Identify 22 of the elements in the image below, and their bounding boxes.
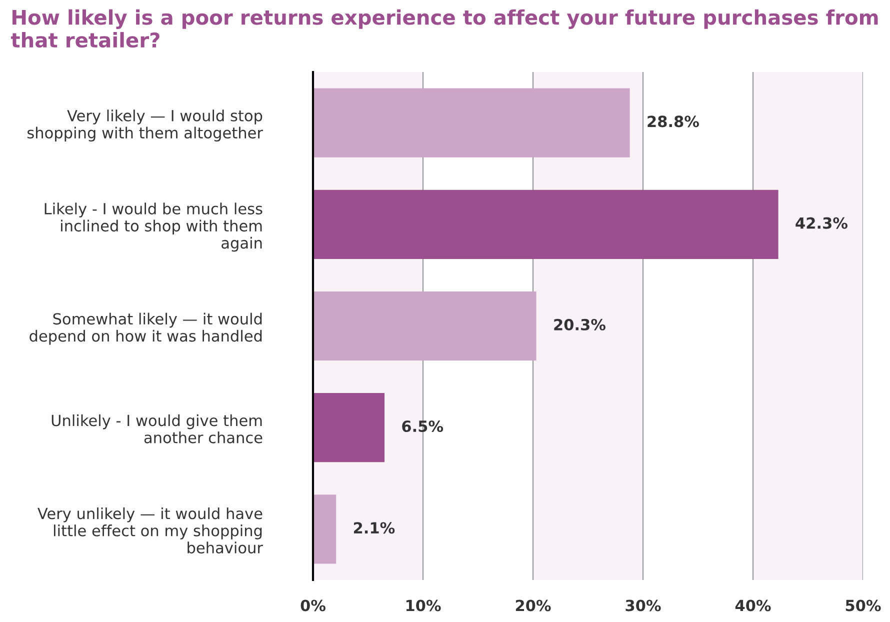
y-tick-label: Very unlikely — it would have little effect on my shopping behaviour <box>38 507 263 554</box>
chart-title: How likely is a poor returns experience to affect your future purchases from that retailer? <box>10 9 878 48</box>
y-tick-label: Very likely — I would stop shopping with them altogether <box>27 110 263 142</box>
y-tick-label: Somewhat likely — it would depend on how it was handled <box>30 312 262 345</box>
data-label: 42.3% <box>796 217 848 229</box>
data-label: 28.8% <box>648 116 699 128</box>
x-tick-label: 0% <box>300 600 326 612</box>
x-tick-label: 30% <box>626 600 661 612</box>
x-tick-label: 50% <box>846 600 881 612</box>
bar <box>313 494 336 564</box>
bar <box>313 190 778 259</box>
x-tick-label: 10% <box>406 600 441 612</box>
bar <box>313 291 536 361</box>
y-tick-label: Unlikely - I would give them another chance <box>52 414 262 444</box>
bar <box>313 88 630 158</box>
x-tick-label: 40% <box>735 600 771 612</box>
data-label: 20.3% <box>554 318 606 330</box>
y-tick-label: Likely - I would be much less inclined to shop with them again <box>44 202 262 252</box>
bar <box>313 393 384 462</box>
x-tick-label: 20% <box>516 600 551 612</box>
data-label: 6.5% <box>402 420 444 432</box>
data-label: 2.1% <box>354 522 395 534</box>
